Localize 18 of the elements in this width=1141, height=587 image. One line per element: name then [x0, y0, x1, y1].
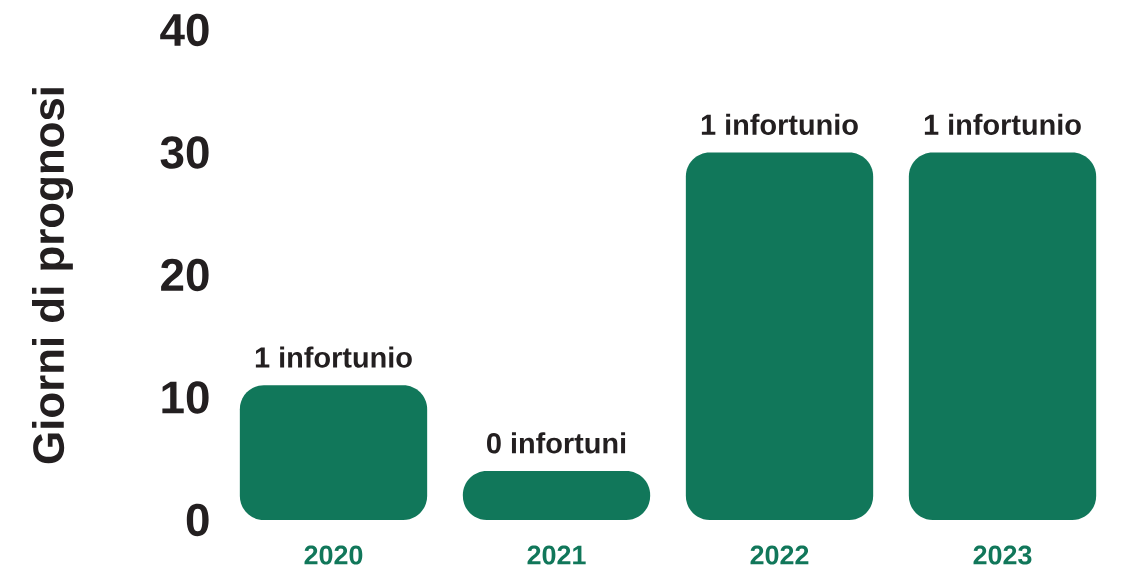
bar [685, 152, 874, 520]
y-axis-title: Giorni di prognosi [31, 88, 74, 464]
bar [908, 152, 1097, 520]
annotation: 1 infortunio [255, 346, 412, 368]
x-tick-label: 2022 [750, 545, 809, 565]
y-tick-label: 40 [160, 13, 209, 47]
y-tick-label: 0 [186, 503, 209, 537]
annotation: 1 infortunio [701, 113, 858, 135]
y-tick-label: 20 [161, 258, 209, 292]
bar [462, 471, 651, 520]
y-tick-label: 10 [162, 381, 209, 414]
annotation: 1 infortunio [924, 113, 1081, 135]
bar [239, 385, 428, 520]
annotation: 0 infortuni [487, 432, 626, 454]
x-tick-label: 2023 [973, 545, 1032, 565]
x-tick-label: 2021 [527, 545, 586, 565]
x-tick-label: 2020 [304, 545, 363, 565]
y-tick-label: 30 [160, 136, 209, 169]
